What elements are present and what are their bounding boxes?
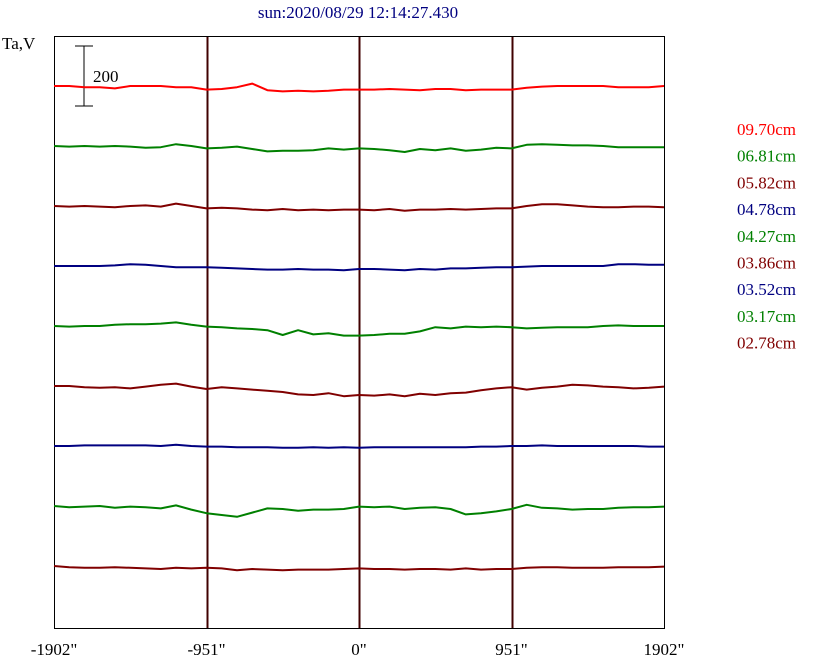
plot-frame <box>54 36 665 629</box>
legend-entry: 03.52cm <box>737 280 796 299</box>
series-line-09.70cm <box>54 82 665 93</box>
series-line-03.17cm <box>53 503 665 518</box>
vertical-marker-lines <box>206 37 514 628</box>
x-tick-label: 951" <box>495 640 527 659</box>
series-line-03.52cm <box>54 443 664 449</box>
legend-entry: 04.27cm <box>737 227 796 246</box>
legend-entry: 09.70cm <box>737 120 796 139</box>
x-tick-label: 0" <box>351 640 366 659</box>
x-tick-label: 1902" <box>644 640 685 659</box>
legend-entry: 03.86cm <box>737 254 796 273</box>
scale-bar-label: 200 <box>93 67 119 86</box>
x-tick-label: -1902" <box>31 640 78 659</box>
series-line-05.82cm <box>53 202 665 212</box>
series-line-04.78cm <box>54 263 664 272</box>
legend: 09.70cm 06.81cm 05.82cm 04.78cm 04.27cm 03.86… <box>737 120 796 353</box>
series-traces <box>53 82 665 572</box>
series-line-02.78cm <box>53 565 665 572</box>
legend-entry: 05.82cm <box>737 173 796 192</box>
y-axis-label: Ta,V <box>2 34 36 53</box>
scale-bar: 200 <box>75 45 119 107</box>
x-tick-labels: -1902" -951" 0" 951" 1902" <box>31 640 685 659</box>
legend-entry: 03.17cm <box>737 307 796 326</box>
series-line-03.86cm <box>54 382 665 398</box>
legend-entry: 06.81cm <box>737 147 796 166</box>
series-line-06.81cm <box>53 143 664 153</box>
legend-entry: 04.78cm <box>737 200 796 219</box>
legend-entry: 02.78cm <box>737 334 796 353</box>
series-line-04.27cm <box>53 321 664 337</box>
chart-title: sun:2020/08/29 12:14:27.430 <box>258 3 458 22</box>
x-tick-label: -951" <box>187 640 225 659</box>
